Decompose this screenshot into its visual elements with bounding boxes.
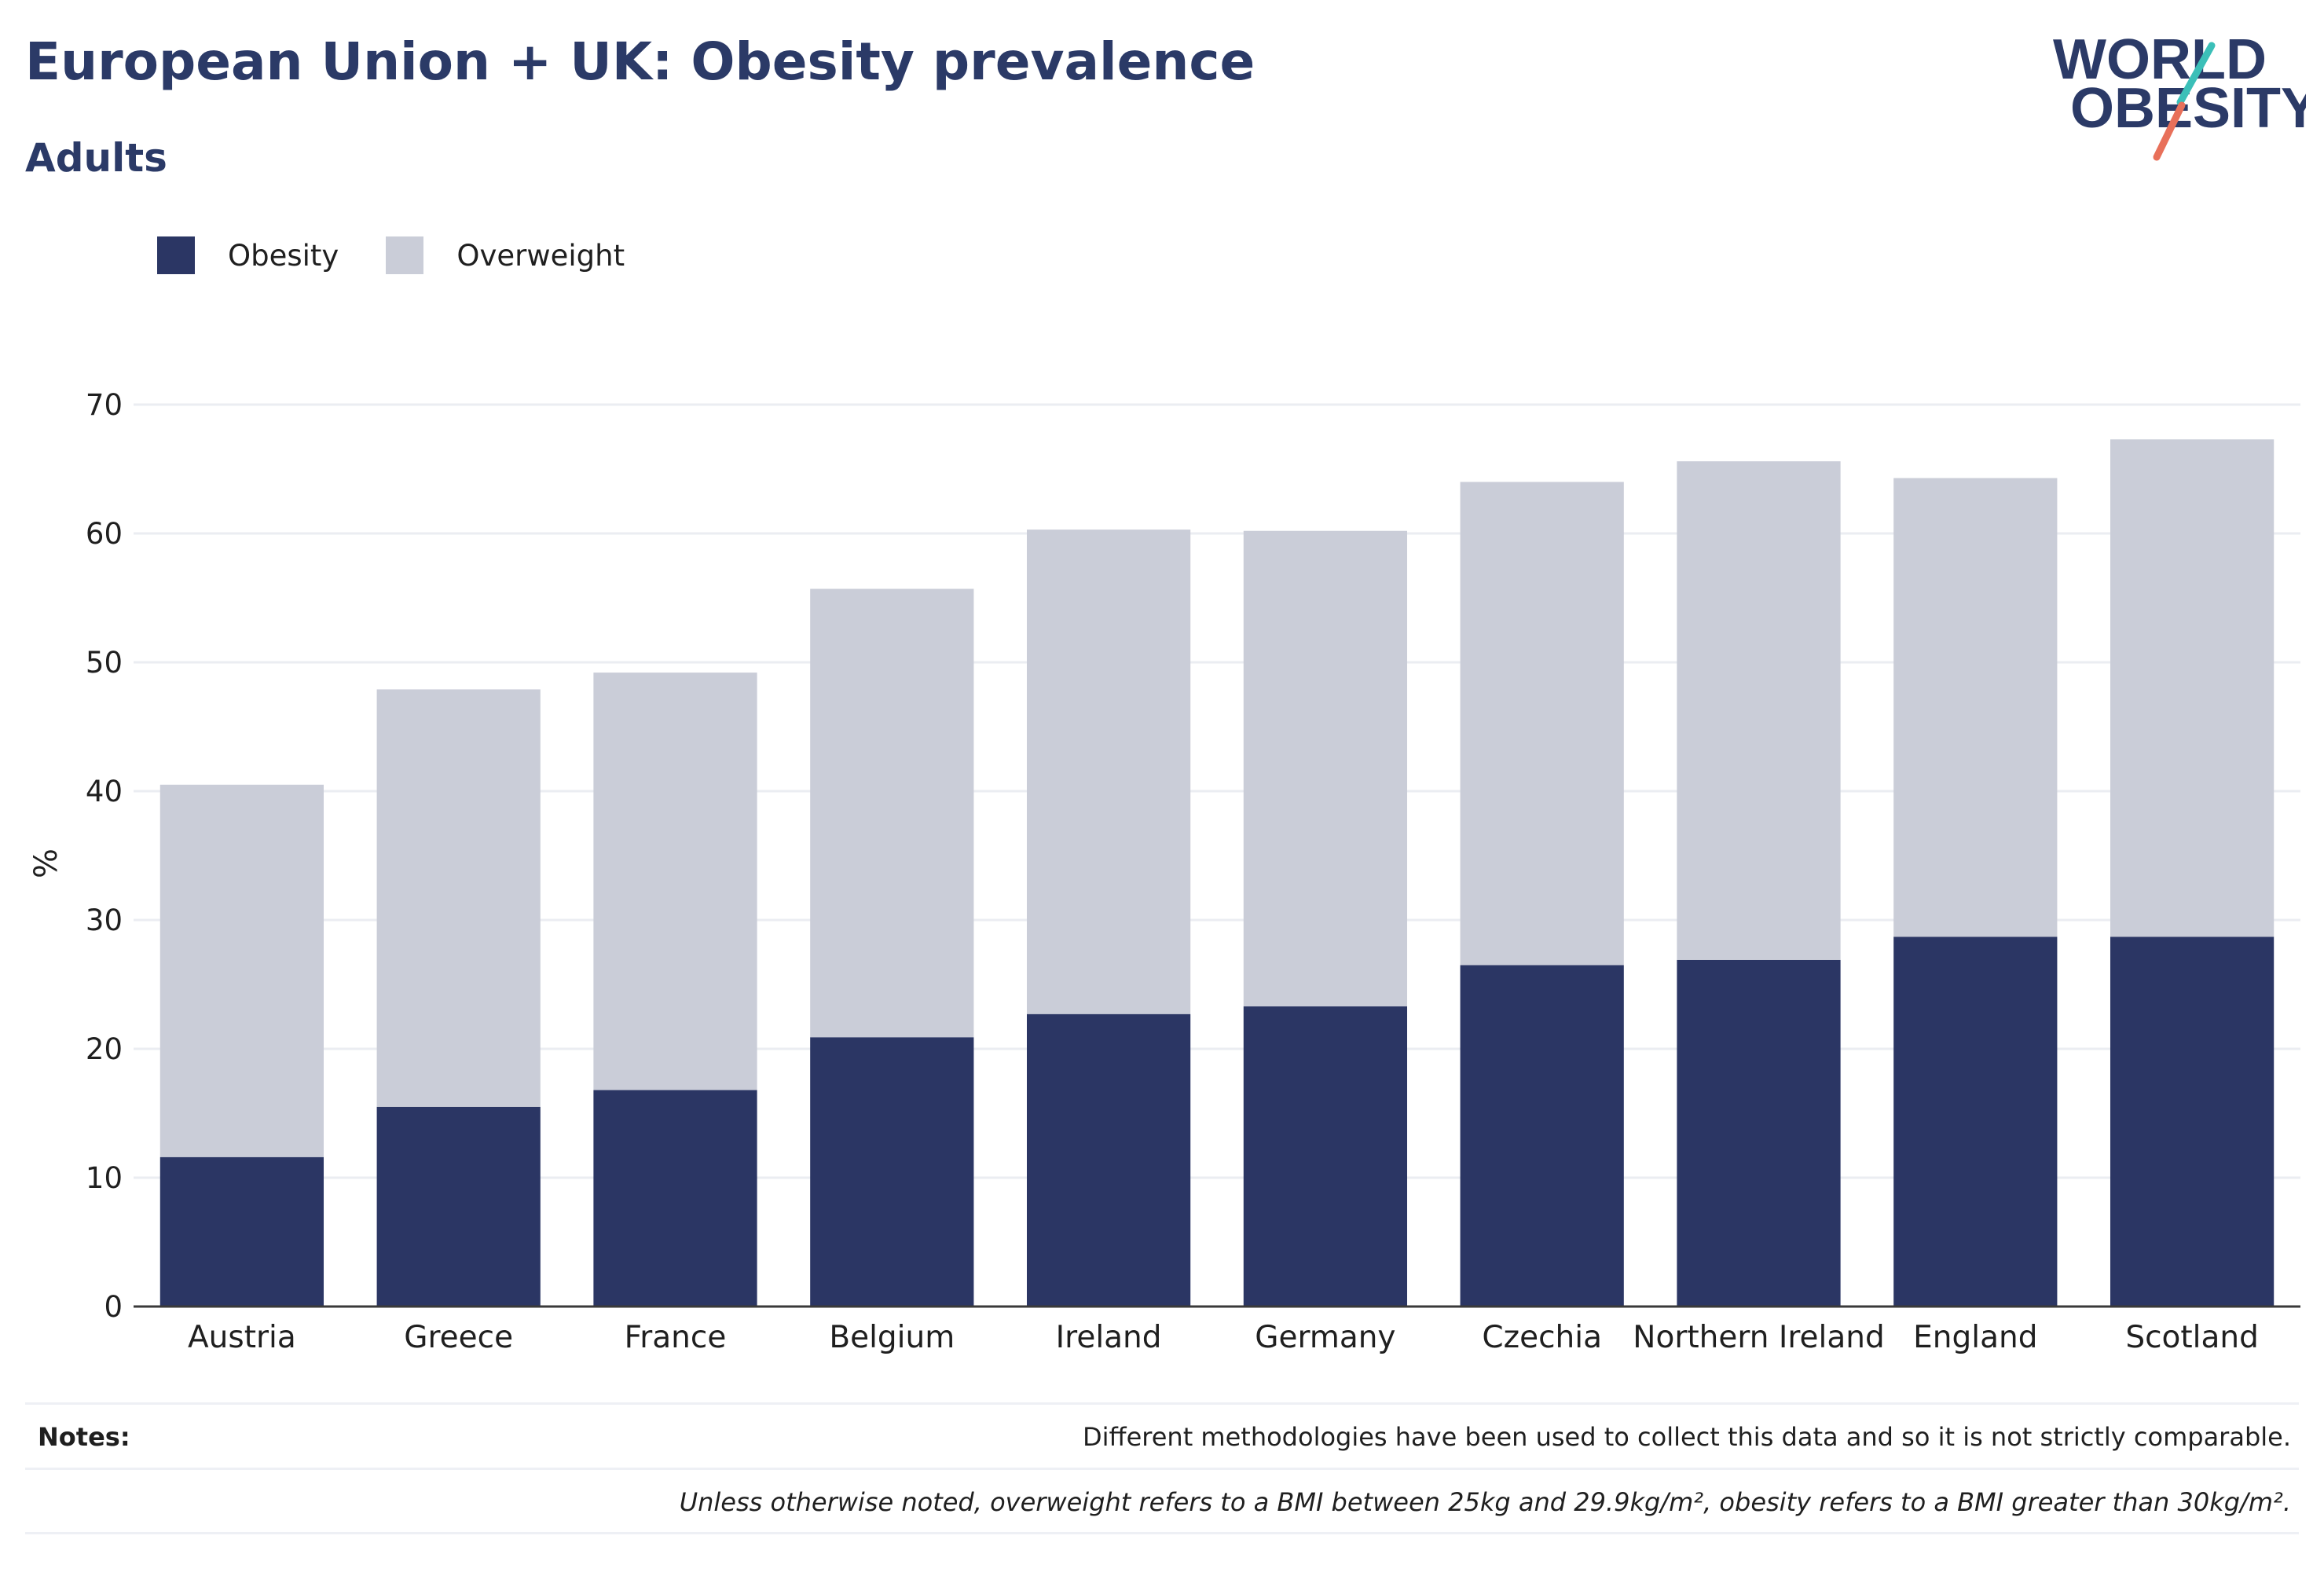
x-tick-label: England <box>1913 1320 2037 1355</box>
legend-item-obesity[interactable]: Obesity <box>157 236 339 274</box>
y-tick-label: 70 <box>86 388 123 422</box>
notes-label: Notes: <box>38 1422 130 1452</box>
bar-overweight-greece <box>376 689 541 1107</box>
bar-obesity-france <box>593 1090 757 1307</box>
y-tick-label: 0 <box>104 1290 123 1324</box>
bar-overweight-ireland <box>1026 530 1191 1014</box>
logo-teal-slash <box>2176 42 2216 106</box>
notes-divider-mid <box>25 1468 2299 1470</box>
x-tick-label: France <box>625 1320 727 1355</box>
y-axis-label: % <box>28 848 64 878</box>
chart-legend: Obesity Overweight <box>157 234 672 277</box>
legend-item-overweight[interactable]: Overweight <box>386 236 625 274</box>
x-tick-label: Ireland <box>1056 1320 1162 1355</box>
y-tick-label: 40 <box>86 775 123 808</box>
y-tick-label: 50 <box>86 646 123 680</box>
y-tick-label: 20 <box>86 1032 123 1066</box>
legend-label-obesity: Obesity <box>228 238 339 273</box>
bar-obesity-austria <box>159 1156 324 1307</box>
page-title: European Union + UK: Obesity prevalence <box>25 31 1255 92</box>
bar-overweight-france <box>593 673 757 1090</box>
bar-overweight-northern-ireland <box>1677 461 1841 960</box>
bar-overweight-scotland <box>2110 439 2275 937</box>
logo-coral-slash <box>2153 101 2186 161</box>
bar-obesity-greece <box>376 1106 541 1307</box>
y-tick-label: 30 <box>86 903 123 937</box>
y-tick-label: 60 <box>86 517 123 551</box>
x-tick-label: Scotland <box>2125 1320 2259 1355</box>
legend-swatch-overweight <box>386 236 424 274</box>
bar-obesity-scotland <box>2110 936 2275 1307</box>
note-methodology: Different methodologies have been used t… <box>1083 1422 2291 1452</box>
stacked-bar-chart: 0 10 20 30 40 50 60 70% Austria Greece France Belgi… <box>28 388 2300 1355</box>
bar-overweight-belgium <box>810 588 974 1038</box>
x-tick-label: Belgium <box>829 1320 955 1355</box>
x-tick-label: Austria <box>188 1320 296 1355</box>
bar-obesity-northern-ireland <box>1677 959 1841 1307</box>
legend-swatch-obesity <box>157 236 195 274</box>
world-obesity-logo: WORLD OBESITY <box>2053 28 2306 161</box>
x-tick-label: Czechia <box>1482 1320 1602 1355</box>
logo-line1: WORLD <box>2053 28 2267 91</box>
bar-obesity-czechia <box>1460 965 1624 1307</box>
page-subtitle: Adults <box>25 135 167 181</box>
bar-obesity-belgium <box>810 1037 974 1307</box>
bar-overweight-germany <box>1243 530 1408 1006</box>
bar-obesity-england <box>1893 936 2058 1307</box>
legend-label-overweight: Overweight <box>456 238 625 273</box>
bar-overweight-austria <box>159 784 324 1157</box>
bar-overweight-england <box>1893 478 2058 937</box>
notes-divider-bottom <box>25 1532 2299 1534</box>
bar-obesity-ireland <box>1026 1013 1191 1307</box>
y-tick-label: 10 <box>86 1161 123 1195</box>
x-tick-label: Greece <box>404 1320 513 1355</box>
bar-overweight-czechia <box>1460 482 1624 966</box>
bar-obesity-germany <box>1243 1006 1408 1307</box>
note-bmi-definition: Unless otherwise noted, overweight refer… <box>679 1487 2291 1517</box>
notes-divider-top <box>25 1402 2299 1405</box>
x-tick-label: Northern Ireland <box>1633 1320 1884 1355</box>
x-tick-label: Germany <box>1255 1320 1395 1355</box>
